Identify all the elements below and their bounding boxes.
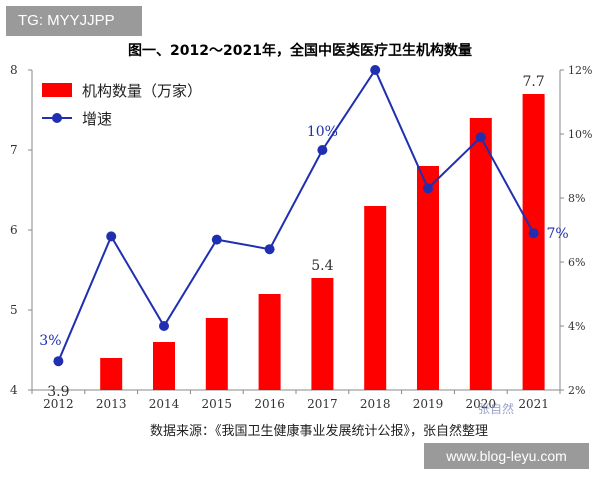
watermark-top: TG: MYYJJPP <box>6 6 142 36</box>
line-point <box>423 183 433 194</box>
x-tick-label: 2014 <box>149 397 180 411</box>
y-left-tick-label: 4 <box>10 383 18 397</box>
bar <box>522 94 545 390</box>
x-tick-label: 2018 <box>360 397 391 411</box>
y-right-tick-label: 12% <box>568 64 592 77</box>
x-tick-label: 2013 <box>96 397 127 411</box>
bar-series <box>100 94 545 390</box>
line-series <box>53 65 539 367</box>
data-label: 10% <box>307 124 338 140</box>
bar <box>153 342 175 390</box>
y-right-tick-label: 10% <box>568 128 592 141</box>
legend-bar-swatch <box>42 83 72 97</box>
x-tick-label: 2012 <box>43 397 74 411</box>
y-left-tick-label: 5 <box>10 303 18 317</box>
line-point <box>317 145 328 155</box>
x-tick-label: 2019 <box>413 397 444 411</box>
line-point <box>370 65 381 75</box>
growth-line <box>57 67 535 362</box>
line-point <box>528 228 539 239</box>
x-tick-label: 2021 <box>518 397 549 411</box>
y-left-tick-label: 7 <box>10 143 18 157</box>
line-point <box>106 231 117 242</box>
y-left-tick-label: 8 <box>10 63 18 77</box>
data-label: 5.4 <box>311 258 333 274</box>
bar <box>311 278 334 390</box>
watermark-bottom: www.blog-leyu.com <box>424 443 589 469</box>
bar <box>469 118 492 390</box>
y-right-tick-label: 2% <box>568 384 585 397</box>
line-point <box>264 244 275 255</box>
data-label: 7.7 <box>522 74 544 90</box>
x-tick-label: 2015 <box>202 397 233 411</box>
bar <box>258 294 281 390</box>
data-labels: 3.9 5.4 7.7 3% 10% 7% <box>39 74 568 400</box>
line-point <box>159 321 169 331</box>
line-point <box>53 356 64 367</box>
y-right-tick-label: 8% <box>568 192 585 205</box>
legend: 机构数量（万家） 增速 <box>42 82 202 128</box>
y-right-tick-label: 4% <box>568 320 585 333</box>
y-right-tick-label: 6% <box>568 256 585 269</box>
legend-line-marker <box>52 113 62 123</box>
bar <box>364 206 387 390</box>
chart-title: 图一、2012～2021年，全国中医类医疗卫生机构数量 <box>128 43 472 59</box>
source-note: 数据来源：《我国卫生健康事业发展统计公报》，张自然整理 <box>150 424 489 439</box>
x-tick-label: 2017 <box>307 397 338 411</box>
legend-line-label: 增速 <box>82 110 112 128</box>
watermark-overlay: 张自然 <box>478 402 515 416</box>
line-point <box>211 234 222 245</box>
data-label: 3% <box>39 333 61 349</box>
legend-bar-label: 机构数量（万家） <box>82 82 202 100</box>
data-label: 7% <box>546 226 568 242</box>
x-tick-label: 2016 <box>254 397 285 411</box>
bar <box>100 358 123 390</box>
x-tick-label: 2020 <box>466 397 497 411</box>
line-point <box>475 132 486 143</box>
bar <box>205 318 228 390</box>
y-left-tick-label: 6 <box>10 223 18 237</box>
bar <box>417 166 439 390</box>
data-label: 3.9 <box>47 384 69 400</box>
